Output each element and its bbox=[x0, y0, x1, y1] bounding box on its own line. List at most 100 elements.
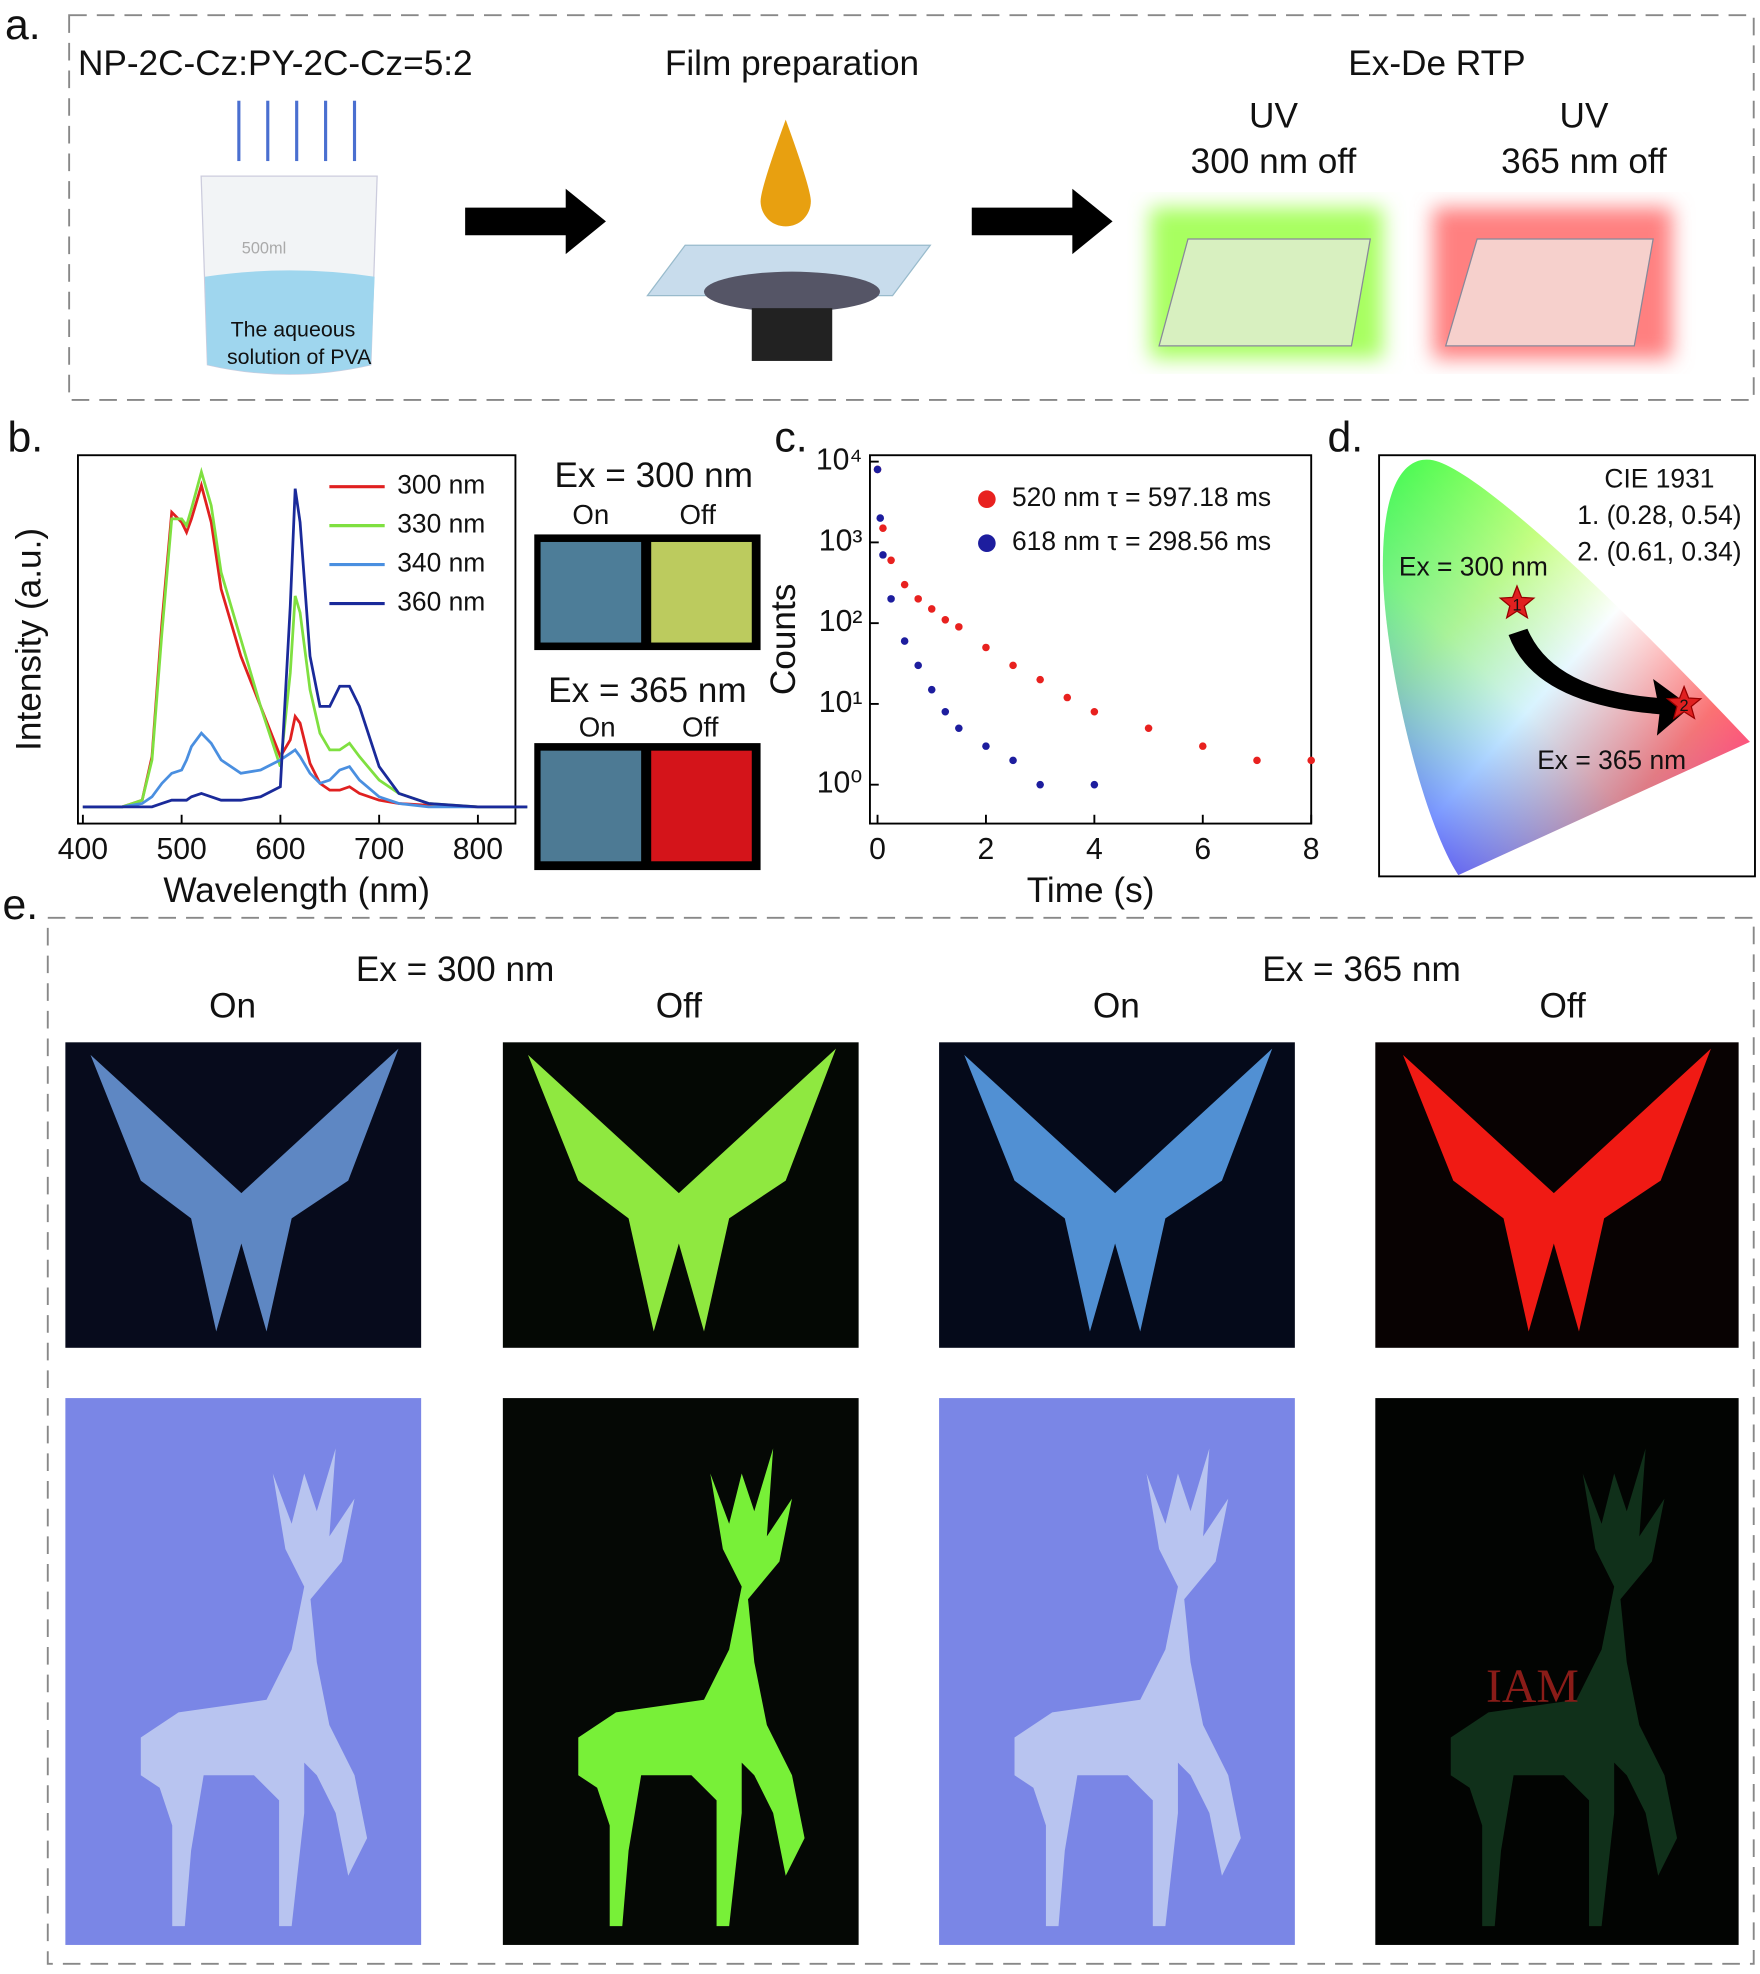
group-title: Ex = 300 nm bbox=[356, 950, 555, 989]
panel-label: b. bbox=[8, 413, 44, 461]
photo-label: On bbox=[579, 712, 616, 743]
film-photo bbox=[540, 541, 642, 643]
legend-label: 618 nm τ = 298.56 ms bbox=[1012, 526, 1271, 556]
uv-arrows bbox=[237, 100, 357, 162]
legend-marker bbox=[978, 534, 996, 553]
step-label: Film preparation bbox=[665, 44, 919, 83]
spin-stage bbox=[751, 308, 833, 361]
photo bbox=[939, 1398, 1295, 1945]
beaker-text: solution of PVA bbox=[227, 345, 372, 369]
panel-label: e. bbox=[3, 881, 39, 929]
annotation: 1. (0.28, 0.54) bbox=[1577, 500, 1741, 530]
film-photo bbox=[651, 541, 752, 643]
photo-title: Ex = 300 nm bbox=[554, 456, 753, 495]
y-tick-label: 10³ bbox=[819, 524, 863, 557]
legend-marker bbox=[978, 490, 996, 509]
photo-label: Off bbox=[680, 499, 717, 530]
data-point bbox=[873, 465, 882, 474]
x-tick-label: 6 bbox=[1194, 833, 1211, 866]
photo bbox=[1375, 1398, 1739, 1945]
beaker-volume: 500ml bbox=[242, 239, 286, 257]
y-tick-label: 10⁰ bbox=[817, 767, 863, 800]
data-point bbox=[879, 551, 887, 559]
spin-stage bbox=[704, 271, 880, 312]
x-tick-label: 4 bbox=[1086, 833, 1103, 866]
x-tick-label: 500 bbox=[156, 833, 206, 866]
column-label: On bbox=[1093, 987, 1140, 1026]
column-label: Off bbox=[656, 987, 703, 1026]
result-label: Ex-De RTP bbox=[1348, 44, 1525, 83]
data-point bbox=[1199, 742, 1207, 750]
y-axis-label: Counts bbox=[764, 584, 803, 696]
photo-label: On bbox=[572, 499, 609, 530]
beaker-text: The aqueous bbox=[231, 317, 356, 341]
data-point bbox=[1144, 724, 1153, 733]
series-line bbox=[82, 488, 528, 809]
data-point bbox=[876, 514, 885, 522]
data-point bbox=[879, 524, 887, 532]
annotation: Ex = 300 nm bbox=[1399, 551, 1548, 581]
data-point bbox=[1090, 780, 1099, 789]
cie-gamut-shade bbox=[1382, 459, 1750, 876]
x-tick-label: 0 bbox=[869, 833, 886, 866]
data-point bbox=[1307, 756, 1315, 765]
data-point bbox=[887, 556, 895, 565]
data-point bbox=[941, 616, 950, 624]
data-point bbox=[1090, 707, 1099, 716]
panel-border bbox=[46, 916, 1755, 1965]
data-point bbox=[955, 724, 963, 733]
data-point bbox=[927, 605, 936, 613]
data-point bbox=[982, 742, 990, 750]
y-tick-label: 10² bbox=[819, 605, 863, 638]
x-tick-label: 2 bbox=[978, 833, 995, 866]
x-axis-label: Wavelength (nm) bbox=[163, 871, 430, 910]
data-point bbox=[914, 595, 922, 603]
data-point bbox=[1036, 675, 1044, 684]
series-line bbox=[82, 731, 528, 809]
panel-border bbox=[68, 14, 1755, 401]
cie-point-label: 2 bbox=[1680, 697, 1689, 715]
data-point bbox=[982, 643, 990, 652]
panel-label: a. bbox=[5, 1, 41, 49]
beaker-water bbox=[204, 270, 375, 375]
photo bbox=[65, 1398, 422, 1945]
film-photo bbox=[540, 750, 642, 862]
charts: b. 400 500 600 700 800 Wavelength (nm) Intensit… bbox=[8, 413, 1742, 910]
y-tick-label: 10¹ bbox=[819, 686, 863, 719]
panel-b-photos: Ex = 300 nm On Off Ex = 365 nm On Off bbox=[534, 456, 761, 871]
cie-point bbox=[1498, 584, 1536, 620]
annotation: Ex = 365 nm bbox=[1537, 745, 1686, 775]
legend-label: 300 nm bbox=[397, 470, 485, 500]
arrow bbox=[971, 188, 1113, 255]
arrow bbox=[465, 188, 606, 255]
cie-point-label: 1 bbox=[1513, 596, 1522, 614]
cie-point bbox=[1665, 684, 1703, 720]
panel-a: a. NP-2C-Cz:PY-2C-Cz=5:2 Film preparatio… bbox=[5, 1, 1755, 401]
film-photo bbox=[651, 750, 752, 862]
data-point bbox=[1036, 780, 1044, 789]
legend-label: 520 nm τ = 597.18 ms bbox=[1012, 482, 1271, 512]
legend-label: 360 nm bbox=[397, 587, 485, 617]
y-tick-label: 10⁴ bbox=[816, 444, 863, 477]
panel-label: c. bbox=[774, 413, 807, 461]
panel-label: d. bbox=[1328, 413, 1364, 461]
annotation: 2. (0.61, 0.34) bbox=[1577, 536, 1741, 566]
data-point bbox=[1009, 661, 1017, 670]
data-point bbox=[914, 661, 922, 670]
column-label: Off bbox=[1539, 987, 1586, 1026]
film bbox=[1444, 238, 1654, 347]
cie-arrow bbox=[1508, 628, 1691, 736]
x-tick-label: 8 bbox=[1303, 833, 1320, 866]
solution-label: NP-2C-Cz:PY-2C-Cz=5:2 bbox=[78, 44, 473, 83]
data-point bbox=[1009, 756, 1017, 765]
group-title: Ex = 365 nm bbox=[1262, 950, 1461, 989]
film bbox=[1158, 238, 1372, 347]
column-label: On bbox=[209, 987, 256, 1026]
data-point bbox=[927, 685, 936, 694]
data-point bbox=[900, 580, 909, 589]
x-tick-label: 400 bbox=[58, 833, 108, 866]
legend-label: 330 nm bbox=[397, 509, 485, 539]
photo-label: Off bbox=[682, 712, 719, 743]
film-label: 300 nm off bbox=[1191, 142, 1357, 181]
x-axis-label: Time (s) bbox=[1027, 871, 1155, 910]
